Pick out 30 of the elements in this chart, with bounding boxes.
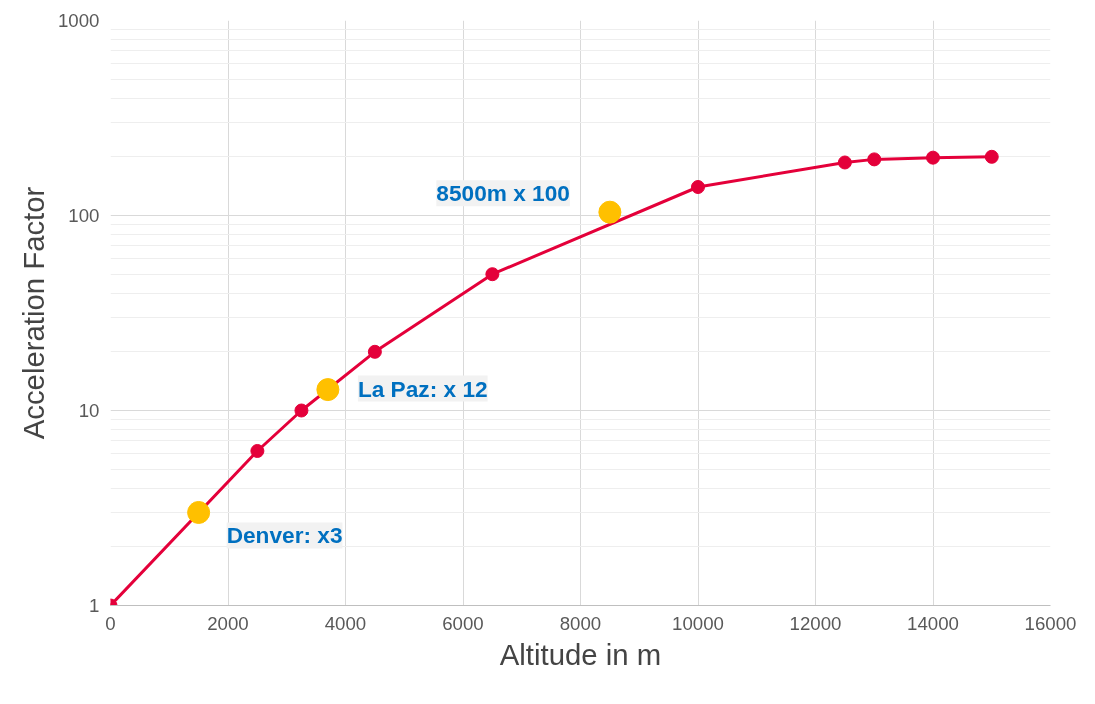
x-tick-label: 10000 xyxy=(672,612,724,634)
point xyxy=(598,200,622,224)
x-tick-label: 2000 xyxy=(207,612,249,634)
annotation: Denver: x3 xyxy=(226,522,343,549)
point xyxy=(294,403,309,418)
y-tick-label: 100 xyxy=(68,205,100,226)
x-tick-label: 4000 xyxy=(324,612,367,634)
x-tick-label: 14000 xyxy=(907,612,959,634)
x-tick-label: 0 xyxy=(105,612,116,634)
x-tick-label: 16000 xyxy=(1024,612,1077,634)
annotation: La Paz: x 12 xyxy=(357,375,488,402)
point xyxy=(485,267,500,282)
point xyxy=(984,149,999,164)
annotation: 8500m x 100 xyxy=(436,180,570,207)
y-tick-label: 1 xyxy=(89,595,100,616)
point xyxy=(367,344,382,359)
y-tick-label: 1000 xyxy=(58,10,100,31)
x-axis-title: Altitude in m xyxy=(499,637,662,671)
point xyxy=(691,180,705,194)
point xyxy=(250,444,265,458)
point xyxy=(867,152,882,167)
y-tick-label: 10 xyxy=(78,400,100,421)
point xyxy=(837,155,852,170)
point xyxy=(187,500,211,524)
y-axis-title: Acceleration Factor xyxy=(17,186,50,440)
point xyxy=(926,150,940,165)
x-tick-label: 12000 xyxy=(789,612,842,634)
point xyxy=(316,378,340,402)
x-tick-label: 8000 xyxy=(559,612,602,634)
x-tick-label: 6000 xyxy=(442,612,484,634)
